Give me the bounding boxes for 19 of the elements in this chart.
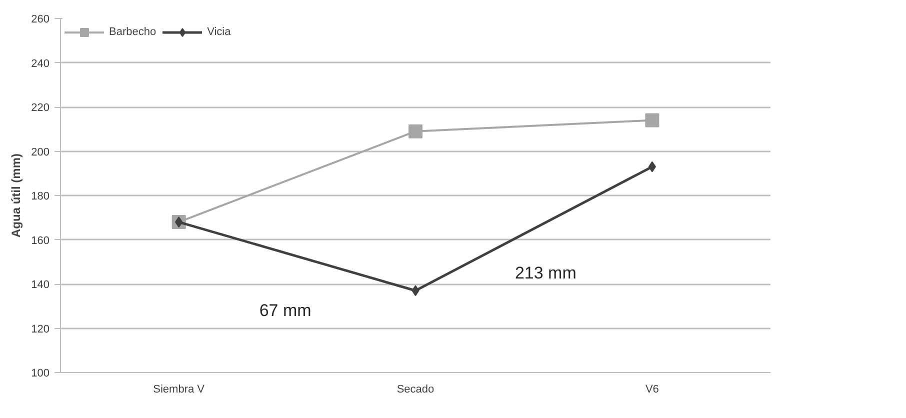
y-tick-label: 240	[31, 58, 50, 70]
y-tick-label: 100	[31, 368, 50, 380]
y-axis-title: Agua útil (mm)	[9, 153, 24, 238]
point	[408, 124, 422, 138]
y-tick-label: 220	[31, 102, 50, 114]
x-tick-label: Secado	[396, 384, 434, 396]
point	[645, 113, 660, 128]
y-tick-label: 260	[31, 14, 50, 26]
annotation: 67 mm	[259, 301, 312, 320]
legend-label: Vicia	[207, 26, 231, 38]
y-tick-label: 180	[31, 190, 50, 202]
legend-label: Barbecho	[109, 26, 156, 38]
y-tick-label: 120	[31, 323, 50, 336]
annotation: 213 mm	[514, 263, 576, 282]
y-tick-label: 140	[31, 279, 50, 291]
x-tick-label: Siembra V	[153, 384, 206, 396]
x-tick-label: V6	[645, 384, 659, 396]
y-tick-label: 200	[31, 146, 50, 158]
y-tick-label: 160	[31, 234, 50, 247]
